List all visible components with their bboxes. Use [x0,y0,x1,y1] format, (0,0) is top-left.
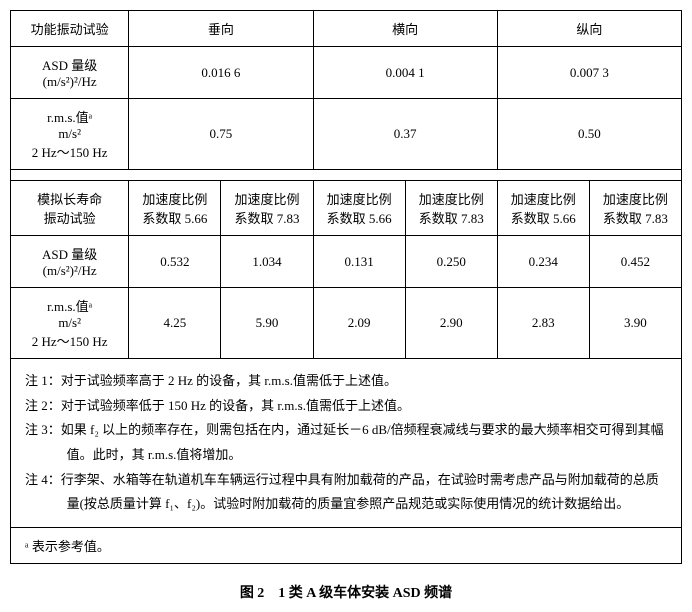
table2-row1: ASD 量级 (m/s²)²/Hz 0.532 1.034 0.131 0.25… [11,236,682,288]
table2-header-sub5: 加速度比例 系数取 5.66 [497,181,589,236]
table2-row2-v6: 3.90 [589,288,681,359]
table2-header-sub5-a: 加速度比例 [504,189,583,208]
table1-row1-v2: 0.004 1 [313,47,497,99]
note-2-text: 对于试验频率低于 150 Hz 的设备，其 r.m.s.值需低于上述值。 [61,398,410,413]
table2-row2-v5: 2.83 [497,288,589,359]
table2-header-sub3-a: 加速度比例 [320,189,399,208]
table1-row2-v2: 0.37 [313,99,497,170]
spec-table: 功能振动试验 垂向 横向 纵向 ASD 量级 (m/s²)²/Hz 0.016 … [10,10,682,564]
table2-header-col1: 模拟长寿命 振动试验 [11,181,129,236]
note-3-label: 注 3： [25,422,61,437]
table1-row1: ASD 量级 (m/s²)²/Hz 0.016 6 0.004 1 0.007 … [11,47,682,99]
table1-header-col2: 垂向 [129,11,313,47]
table2-row2-v2: 5.90 [221,288,313,359]
table2-header-sub6: 加速度比例 系数取 7.83 [589,181,681,236]
table1-header-row: 功能振动试验 垂向 横向 纵向 [11,11,682,47]
table2-row1-v2: 1.034 [221,236,313,288]
table1-row2-label-line3: 2 Hz～150 Hz [17,142,122,161]
table2-header-sub1: 加速度比例 系数取 5.66 [129,181,221,236]
table1-header-col4: 纵向 [497,11,681,47]
table1-header-col1: 功能振动试验 [11,11,129,47]
table2-row1-v3: 0.131 [313,236,405,288]
table2-header-sub2: 加速度比例 系数取 7.83 [221,181,313,236]
note-1: 注 1：对于试验频率高于 2 Hz 的设备，其 r.m.s.值需低于上述值。 [25,369,667,394]
separator-row [11,170,682,181]
note-3: 注 3：如果 f₂ 以上的频率存在，则需包括在内，通过延长－6 dB/倍频程衰减… [25,418,667,467]
table2-header-sub6-b: 系数取 7.83 [596,208,675,227]
table1-row2-v1: 0.75 [129,99,313,170]
table2-row2-label-line1: r.m.s.值ᵃ [17,296,122,315]
table2-header-sub2-b: 系数取 7.83 [227,208,306,227]
note-1-text: 对于试验频率高于 2 Hz 的设备，其 r.m.s.值需低于上述值。 [61,373,397,388]
footnote-cell: ᵃ 表示参考值。 [11,528,682,564]
table1-row1-label-line1: ASD 量级 [17,55,122,74]
table2-row1-v4: 0.250 [405,236,497,288]
table1-row2-v3: 0.50 [497,99,681,170]
table1-row2-label: r.m.s.值ᵃ m/s² 2 Hz～150 Hz [11,99,129,170]
note-4: 注 4：行李架、水箱等在轨道机车车辆运行过程中具有附加载荷的产品，在试验时需考虑… [25,468,667,517]
table2-header-sub4: 加速度比例 系数取 7.83 [405,181,497,236]
table2-row2-label-line3: 2 Hz～150 Hz [17,331,122,350]
table2-row2-v4: 2.90 [405,288,497,359]
notes-cell: 注 1：对于试验频率高于 2 Hz 的设备，其 r.m.s.值需低于上述值。 注… [11,359,682,528]
separator-cell [11,170,682,181]
note-3-text: 如果 f₂ 以上的频率存在，则需包括在内，通过延长－6 dB/倍频程衰减线与要求… [61,422,664,462]
table1-row2-label-line2: m/s² [17,126,122,142]
table2-header-sub4-b: 系数取 7.83 [412,208,491,227]
table1-row1-label: ASD 量级 (m/s²)²/Hz [11,47,129,99]
document-container: 功能振动试验 垂向 横向 纵向 ASD 量级 (m/s²)²/Hz 0.016 … [10,10,682,602]
table2-row2: r.m.s.值ᵃ m/s² 2 Hz～150 Hz 4.25 5.90 2.09… [11,288,682,359]
table2-header-sub3: 加速度比例 系数取 5.66 [313,181,405,236]
table2-header-sub6-a: 加速度比例 [596,189,675,208]
table2-header-row: 模拟长寿命 振动试验 加速度比例 系数取 5.66 加速度比例 系数取 7.83… [11,181,682,236]
table1-row1-label-line2: (m/s²)²/Hz [17,74,122,90]
table2-row1-v6: 0.452 [589,236,681,288]
note-4-text: 行李架、水箱等在轨道机车车辆运行过程中具有附加载荷的产品，在试验时需考虑产品与附… [61,472,659,512]
notes-row: 注 1：对于试验频率高于 2 Hz 的设备，其 r.m.s.值需低于上述值。 注… [11,359,682,528]
note-4-label: 注 4： [25,472,61,487]
table1-row2: r.m.s.值ᵃ m/s² 2 Hz～150 Hz 0.75 0.37 0.50 [11,99,682,170]
footnote-row: ᵃ 表示参考值。 [11,528,682,564]
table1-row1-v3: 0.007 3 [497,47,681,99]
table2-header-sub5-b: 系数取 5.66 [504,208,583,227]
table2-header-sub4-a: 加速度比例 [412,189,491,208]
table2-header-sub3-b: 系数取 5.66 [320,208,399,227]
table2-row1-label: ASD 量级 (m/s²)²/Hz [11,236,129,288]
table2-row2-v1: 4.25 [129,288,221,359]
table2-row2-label-line2: m/s² [17,315,122,331]
table2-row1-v1: 0.532 [129,236,221,288]
table1-row2-label-line1: r.m.s.值ᵃ [17,107,122,126]
table2-header-col1-line2: 振动试验 [17,208,122,227]
table2-row1-v5: 0.234 [497,236,589,288]
footnote-text: 表示参考值。 [29,539,110,554]
note-2-label: 注 2： [25,398,61,413]
note-2: 注 2：对于试验频率低于 150 Hz 的设备，其 r.m.s.值需低于上述值。 [25,394,667,419]
table2-header-col1-line1: 模拟长寿命 [17,189,122,208]
table2-header-sub2-a: 加速度比例 [227,189,306,208]
table2-row1-label-line2: (m/s²)²/Hz [17,263,122,279]
table2-row2-v3: 2.09 [313,288,405,359]
table1-header-col3: 横向 [313,11,497,47]
table1-row1-v1: 0.016 6 [129,47,313,99]
table2-row2-label: r.m.s.值ᵃ m/s² 2 Hz～150 Hz [11,288,129,359]
note-1-label: 注 1： [25,373,61,388]
figure-caption: 图 2 1 类 A 级车体安装 ASD 频谱 [10,582,682,602]
table2-header-sub1-b: 系数取 5.66 [135,208,214,227]
table2-row1-label-line1: ASD 量级 [17,244,122,263]
table2-header-sub1-a: 加速度比例 [135,189,214,208]
